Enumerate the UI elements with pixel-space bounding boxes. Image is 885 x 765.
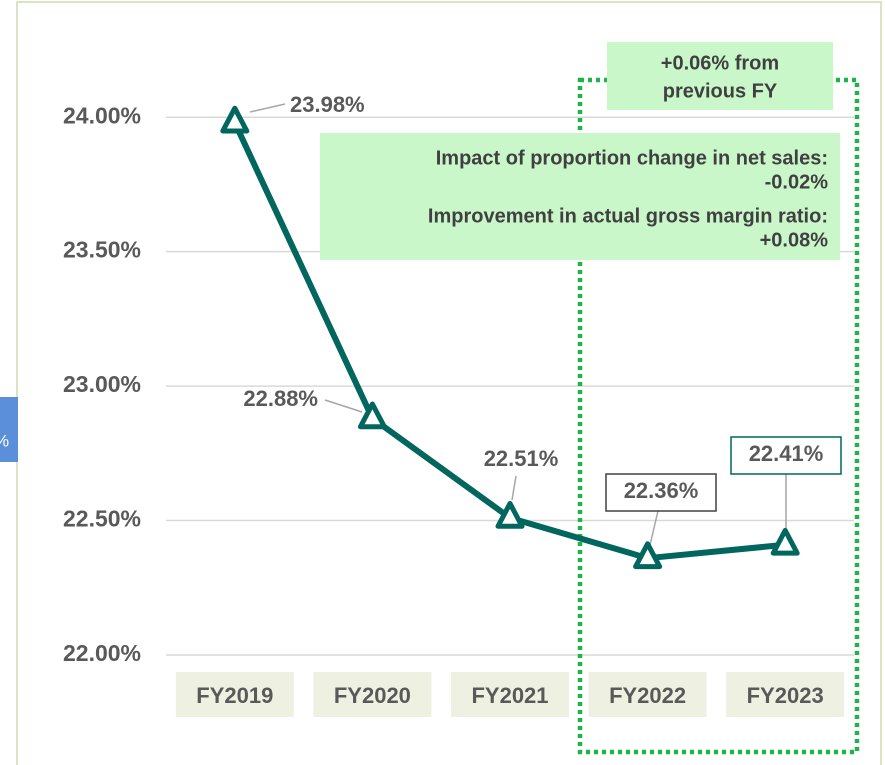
y-tick-label: 23.50% <box>63 237 141 263</box>
side-tab <box>0 397 18 462</box>
annotation-text: -0.02% <box>765 171 829 193</box>
x-tick-label: FY2023 <box>747 683 824 708</box>
marker <box>633 541 663 570</box>
marker <box>220 105 250 134</box>
x-tick-box <box>726 672 845 717</box>
leader-line <box>511 475 517 501</box>
marker <box>495 500 525 529</box>
annotation-box <box>320 133 840 260</box>
leader-line <box>649 510 659 546</box>
data-label-box <box>605 473 717 512</box>
data-label: 22.36% <box>624 478 699 503</box>
y-tick-label: 22.00% <box>63 640 141 666</box>
x-tick-label: FY2021 <box>471 683 548 708</box>
annotation-text: +0.08% <box>760 229 829 251</box>
data-label: 23.98% <box>290 92 365 117</box>
data-label: 22.51% <box>484 446 559 471</box>
x-tick-box <box>175 672 294 717</box>
y-tick-label: 24.00% <box>63 102 141 128</box>
marker <box>357 401 387 430</box>
annotation-text: +0.06% from <box>661 52 779 74</box>
x-tick-box <box>588 672 707 717</box>
x-tick-box <box>451 672 569 717</box>
frame <box>16 1 882 765</box>
y-tick-label: 22.50% <box>63 506 141 532</box>
annotation-text: Impact of proportion change in net sales… <box>436 147 828 169</box>
data-label-box <box>730 436 842 475</box>
annotation-text: Improvement in actual gross margin ratio… <box>428 205 828 227</box>
x-tick-label: FY2022 <box>609 683 686 708</box>
marker <box>770 527 800 556</box>
annotation-text: previous FY <box>663 80 778 102</box>
x-tick-box <box>313 672 432 717</box>
annotation-box <box>607 42 833 110</box>
leader-line <box>249 103 286 113</box>
data-label: 22.41% <box>749 441 824 466</box>
y-tick-label: 23.00% <box>63 371 141 397</box>
side-tab-label: % <box>0 431 9 450</box>
x-tick-label: FY2020 <box>334 683 411 708</box>
leader-line <box>324 399 363 413</box>
x-tick-label: FY2019 <box>196 683 273 708</box>
data-label: 22.88% <box>243 386 318 411</box>
